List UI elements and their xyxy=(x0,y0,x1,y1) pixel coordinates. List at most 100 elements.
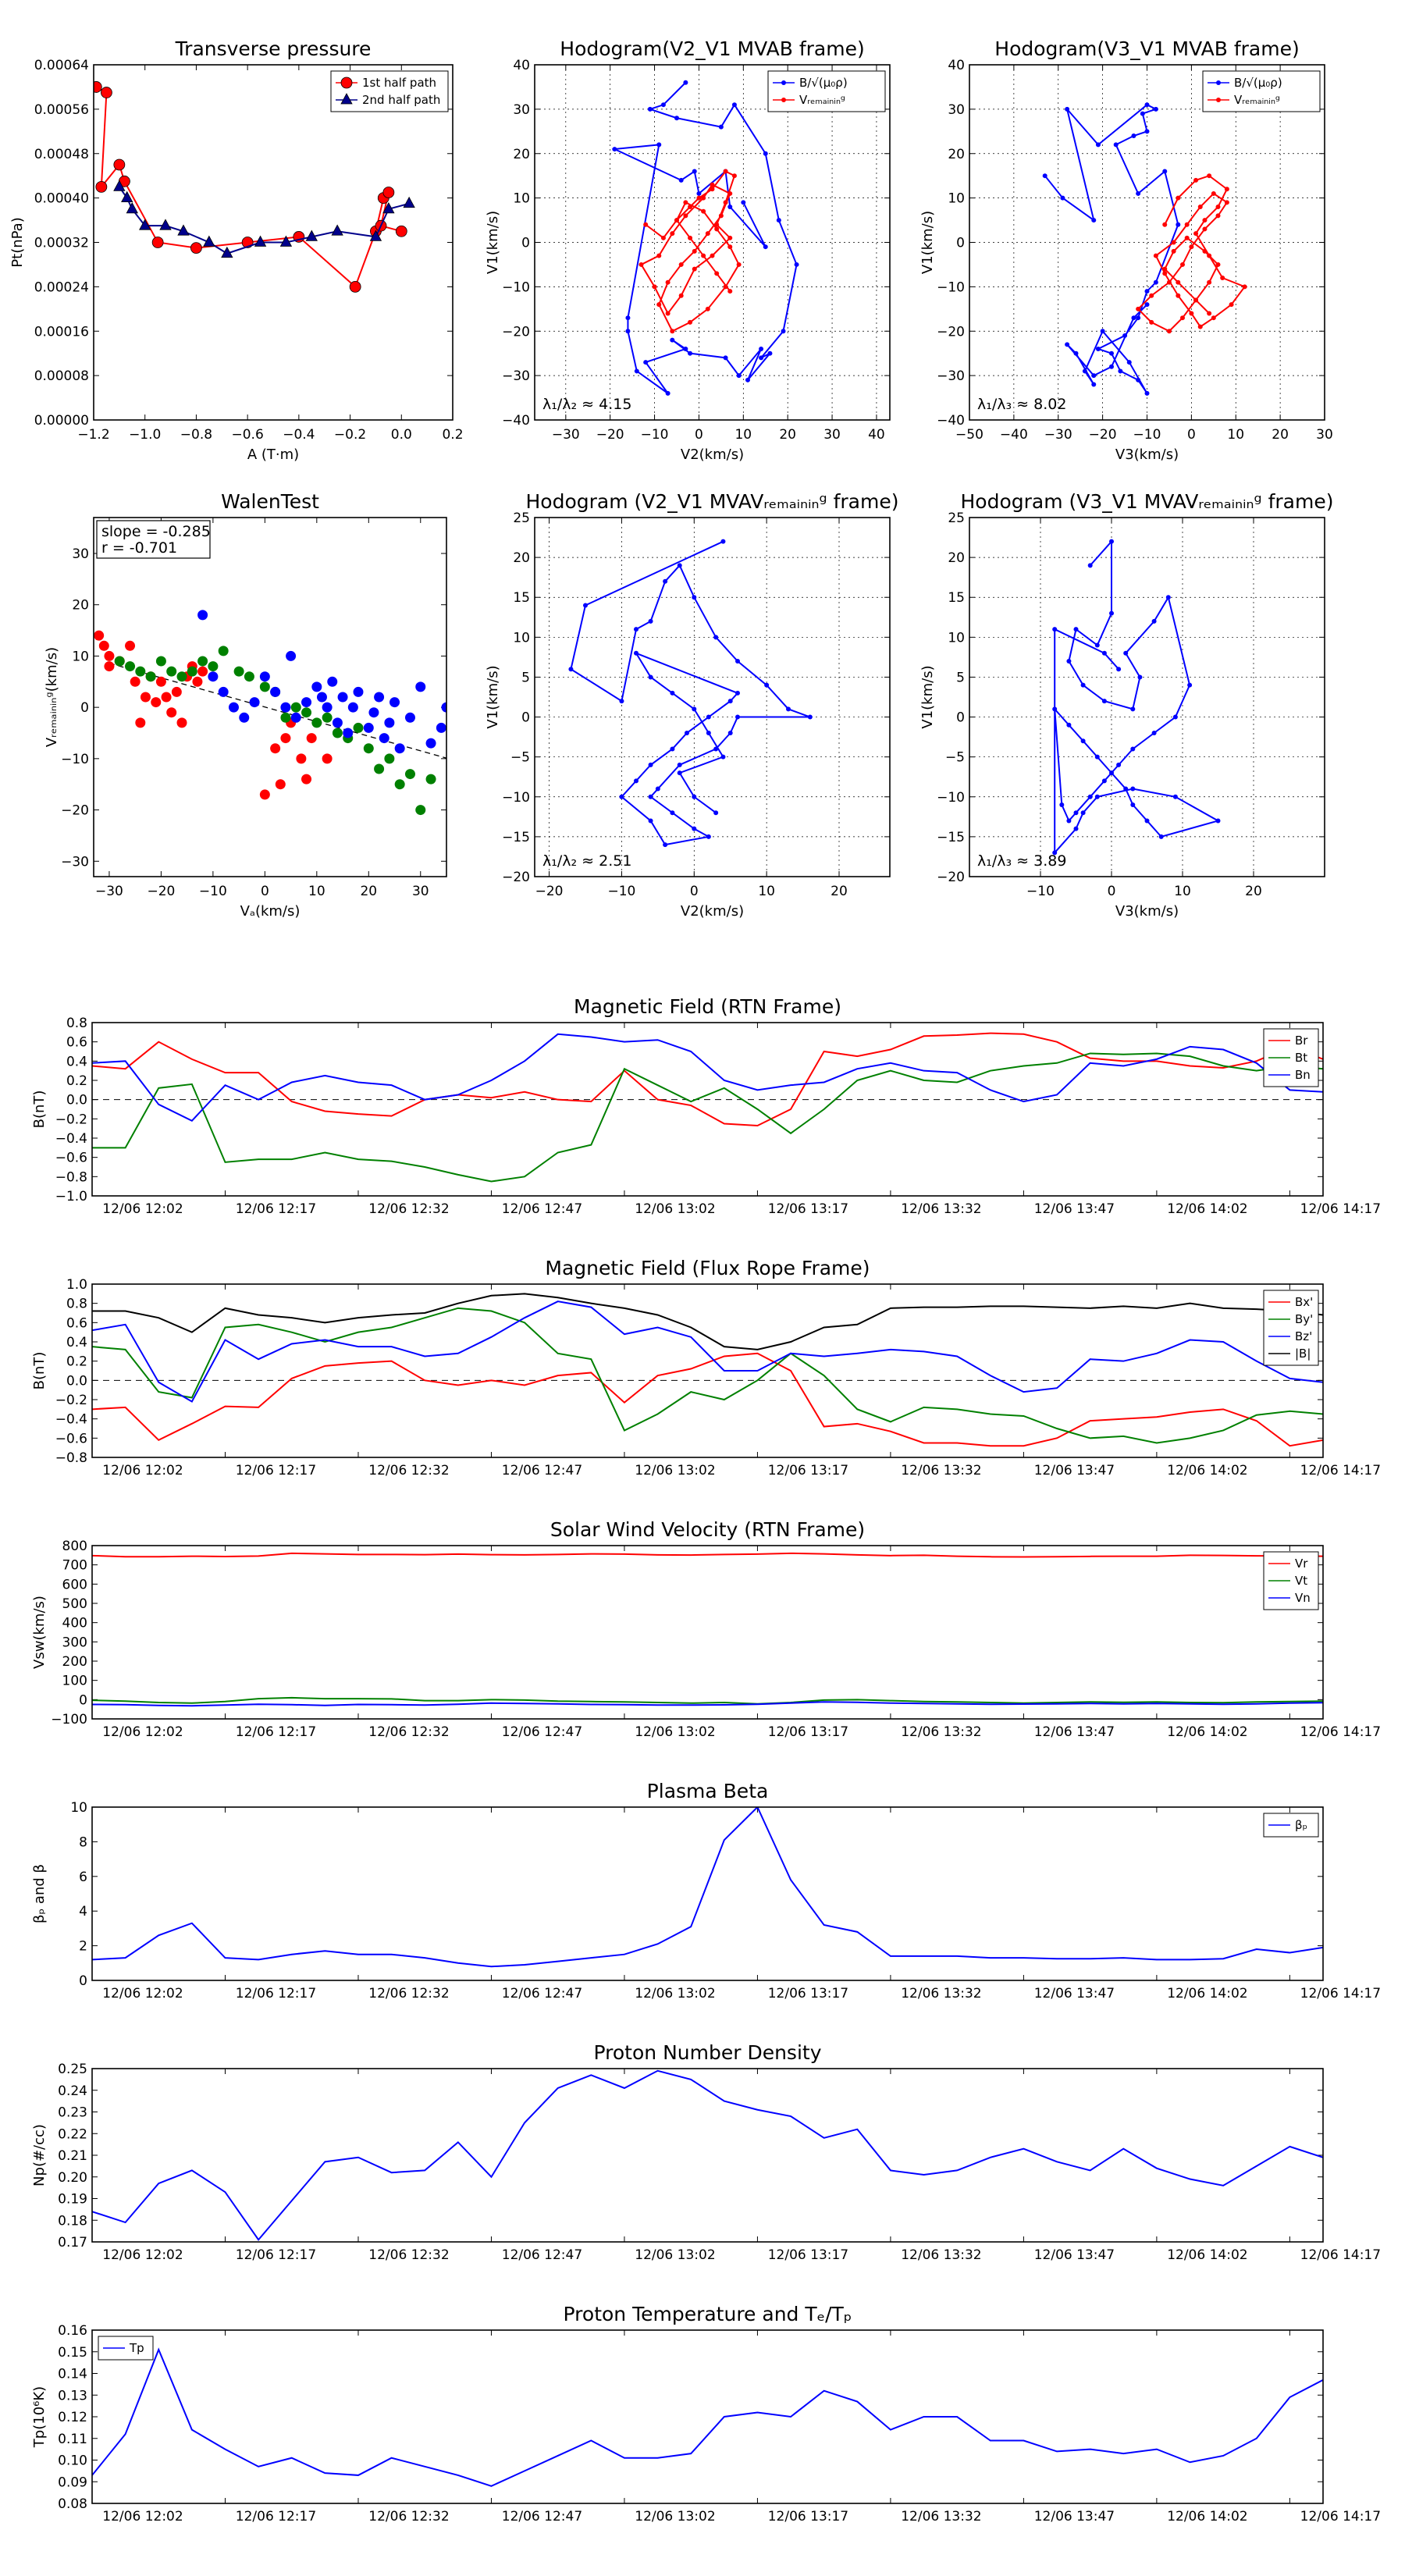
series-line-1 xyxy=(92,1052,1323,1183)
data-point-5 xyxy=(249,697,260,708)
y-tick-label: 20 xyxy=(513,147,530,162)
y-tick-label: −5 xyxy=(510,750,530,766)
chart-hodogram-v3v1-mvab: Hodogram(V3_V1 MVAB frame) −40 −30 −20 −10 0 1… xyxy=(919,37,1333,463)
data-point-41 xyxy=(713,810,719,816)
data-point-18 xyxy=(1171,240,1176,245)
data-point-21 xyxy=(692,826,697,831)
y-tick-label: −1.0 xyxy=(55,1189,87,1204)
x-tick-label: 12/06 12:17 xyxy=(236,1463,316,1478)
data-point-20 xyxy=(259,789,270,800)
data-point-21 xyxy=(710,182,715,187)
chart-hodogram-v3v1-mvav: Hodogram (V3_V1 MVAVᵣₑₘₐᵢₙᵢₙᵍ frame) −20 −… xyxy=(919,490,1334,920)
data-point-5 xyxy=(710,187,715,192)
chart-title: Hodogram (V3_V1 MVAVᵣₑₘₐᵢₙᵢₙᵍ frame) xyxy=(960,490,1333,513)
data-point-7 xyxy=(1193,231,1199,237)
data-point-12 xyxy=(1162,169,1168,174)
data-point-11 xyxy=(1136,190,1141,196)
legend-label-0: Bx' xyxy=(1295,1295,1313,1309)
data-point-15 xyxy=(327,676,338,687)
legend-marker-0 xyxy=(1216,80,1221,85)
data-point-15 xyxy=(652,284,657,290)
data-point-14 xyxy=(322,702,333,713)
data-point-4 xyxy=(696,195,702,201)
y-tick-label: 0.19 xyxy=(58,2192,87,2208)
plot-frame xyxy=(969,64,1325,421)
x-tick-label: 12/06 12:17 xyxy=(236,1201,316,1217)
data-point-6 xyxy=(1080,682,1086,688)
data-point-4 xyxy=(1224,187,1229,192)
data-point-23 xyxy=(718,213,724,219)
legend-label-1: Vᵣₑₘₐᵢₙᵢₙᵍ xyxy=(799,93,845,107)
series-Br xyxy=(92,1032,1323,1126)
y-tick-label: 0.2 xyxy=(66,1073,87,1089)
data-point-20 xyxy=(332,728,343,738)
data-point-30 xyxy=(706,714,711,720)
data-point-14 xyxy=(171,686,182,697)
data-point-23 xyxy=(1052,706,1058,712)
y-tick-label: 10 xyxy=(513,630,530,646)
x-tick-label: 12/06 12:17 xyxy=(236,2247,316,2263)
x-tick-label: 0 xyxy=(1108,884,1116,899)
legend-label-0: B/√(μ₀ρ) xyxy=(1234,76,1282,90)
x-tick-label: 12/06 13:17 xyxy=(768,1463,848,1478)
data-point-31 xyxy=(436,722,446,733)
x-tick-label: 12/06 13:32 xyxy=(901,1986,981,2001)
data-point-37 xyxy=(683,200,688,205)
data-point-25 xyxy=(1189,244,1194,250)
x-axis-label: V2(km/s) xyxy=(681,447,744,463)
x-tick-label: 30 xyxy=(823,427,841,443)
data-point-13 xyxy=(382,202,395,214)
plot-area xyxy=(92,2347,1323,2487)
data-point-20 xyxy=(353,686,364,697)
x-tick-label: 12/06 13:47 xyxy=(1034,2509,1115,2524)
x-tick-label: 12/06 13:47 xyxy=(1034,1201,1115,1217)
data-point-13 xyxy=(807,714,813,720)
plot-frame xyxy=(91,1283,1324,1458)
plot-frame xyxy=(534,64,891,421)
data-point-19 xyxy=(643,360,649,365)
data-point-11 xyxy=(331,224,343,236)
data-point-35 xyxy=(1094,794,1100,799)
plot-frame xyxy=(91,2068,1324,2243)
data-point-9 xyxy=(713,635,719,640)
data-point-8 xyxy=(280,702,291,713)
data-point-3 xyxy=(674,116,679,121)
data-point-6 xyxy=(1202,218,1208,223)
x-tick-label: −10 xyxy=(607,884,635,899)
data-point-39 xyxy=(1162,266,1168,272)
series-Vr xyxy=(92,1552,1323,1558)
data-point-0 xyxy=(1087,563,1093,568)
y-tick-label: −40 xyxy=(502,413,530,429)
legend-label-3: |B| xyxy=(1295,1347,1311,1361)
x-tick-label: 12/06 12:32 xyxy=(368,2509,449,2524)
y-tick-label: 10 xyxy=(948,191,965,207)
data-point-25 xyxy=(384,717,395,728)
data-point-14 xyxy=(1153,279,1158,285)
data-point-10 xyxy=(1123,650,1129,656)
x-tick-label: 12/06 12:47 xyxy=(502,1463,582,1478)
data-point-37 xyxy=(1184,235,1190,240)
data-point-10 xyxy=(1242,284,1247,290)
data-point-21 xyxy=(1136,377,1141,382)
y-tick-label: −10 xyxy=(502,279,530,295)
data-point-3 xyxy=(139,219,151,230)
y-tick-label: 500 xyxy=(62,1596,87,1612)
x-tick-label: 12/06 13:02 xyxy=(635,1986,715,2001)
data-point-32 xyxy=(1144,302,1150,308)
data-point-7 xyxy=(187,666,197,677)
data-point-6 xyxy=(190,242,202,254)
y-tick-label: 10 xyxy=(513,191,530,207)
data-point-0 xyxy=(94,81,102,93)
eigen-ratio-annotation: λ₁/λ₃ ≈ 8.02 xyxy=(977,396,1066,413)
series-line-0 xyxy=(92,2069,1323,2241)
chart-title: Solar Wind Velocity (RTN Frame) xyxy=(550,1518,865,1541)
x-tick-label: 12/06 13:02 xyxy=(635,1201,715,1217)
y-axis-label: B(nT) xyxy=(31,1091,48,1129)
data-point-28 xyxy=(1123,786,1129,792)
data-point-11 xyxy=(767,350,773,356)
legend-marker-1 xyxy=(1216,98,1221,102)
data-point-16 xyxy=(1136,315,1141,321)
y-tick-label: 0.00040 xyxy=(34,191,89,207)
series-Vᵣₑₘₐᵢₙᵢₙᵍ xyxy=(638,169,742,334)
data-point-3 xyxy=(1094,642,1100,648)
